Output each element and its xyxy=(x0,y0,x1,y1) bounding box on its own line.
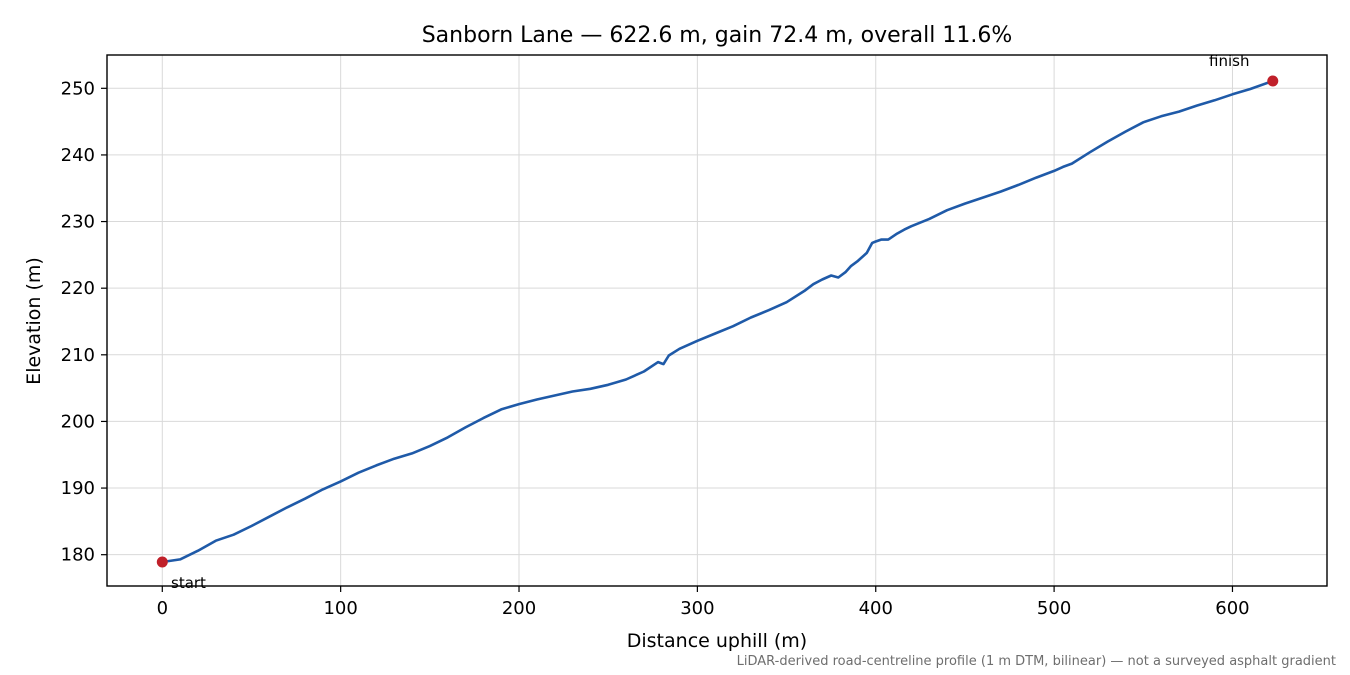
y-tick-label: 200 xyxy=(61,411,95,432)
y-tick-label: 250 xyxy=(61,78,95,99)
chart-title: Sanborn Lane — 622.6 m, gain 72.4 m, ove… xyxy=(422,23,1013,48)
y-tick-label: 230 xyxy=(61,212,95,233)
x-axis-label: Distance uphill (m) xyxy=(627,630,807,652)
elevation-line xyxy=(161,79,1275,564)
x-tick-label: 200 xyxy=(502,598,536,619)
finish-annotation: finish xyxy=(1209,52,1249,70)
y-tick-label: 210 xyxy=(61,345,95,366)
x-tick-label: 400 xyxy=(859,598,893,619)
footnote: LiDAR-derived road-centreline profile (1… xyxy=(737,654,1336,669)
x-tick-label: 300 xyxy=(680,598,714,619)
y-axis-label: Elevation (m) xyxy=(23,257,45,385)
x-tick-label: 0 xyxy=(157,598,168,619)
plot-area xyxy=(156,75,1279,568)
axis-ticks: 0 100 200 300 400 500 600 180 190 200 210 220 230 240… xyxy=(61,78,1250,619)
plot-frame xyxy=(106,54,1328,587)
start-marker xyxy=(156,556,168,568)
finish-marker xyxy=(1267,75,1279,87)
grid-lines xyxy=(107,55,1327,586)
x-tick-label: 100 xyxy=(323,598,357,619)
x-tick-label: 600 xyxy=(1215,598,1249,619)
start-annotation: start xyxy=(171,574,206,592)
y-tick-label: 240 xyxy=(61,145,95,166)
y-tick-label: 190 xyxy=(61,478,95,499)
y-tick-label: 180 xyxy=(61,545,95,566)
x-tick-label: 500 xyxy=(1037,598,1071,619)
y-tick-label: 220 xyxy=(61,278,95,299)
